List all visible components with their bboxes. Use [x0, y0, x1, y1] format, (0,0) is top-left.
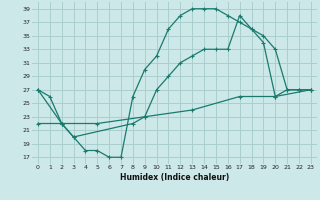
X-axis label: Humidex (Indice chaleur): Humidex (Indice chaleur) — [120, 173, 229, 182]
